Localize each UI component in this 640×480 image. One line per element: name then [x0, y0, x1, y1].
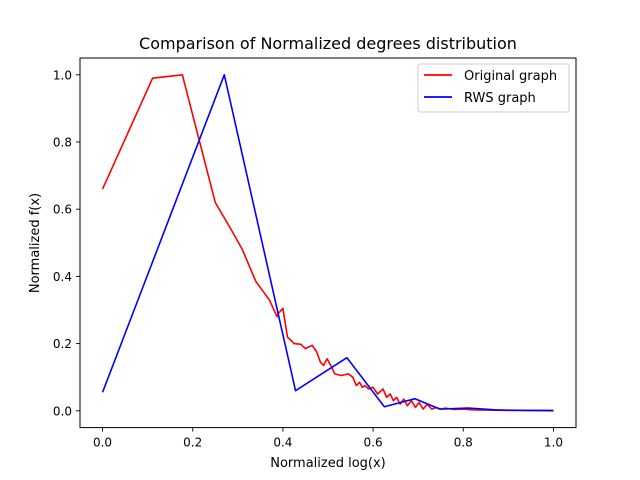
legend-box	[417, 63, 570, 113]
y-axis-label: Normalized f(x)	[28, 193, 43, 293]
y-tick-label: 0.0	[53, 404, 72, 418]
y-tick-label: 0.2	[53, 337, 72, 351]
x-ticks: 0.0 0.2 0.4 0.6 0.8 1.0	[93, 427, 563, 450]
plot-area-frame	[79, 57, 577, 429]
x-tick-label: 0.6	[364, 436, 383, 450]
legend-label-original-graph: Original graph	[464, 69, 557, 84]
x-tick-label: 0.2	[183, 436, 202, 450]
y-tick-label: 0.6	[53, 203, 72, 217]
y-tick-label: 0.8	[53, 136, 72, 150]
legend-label-rws-graph: RWS graph	[464, 91, 536, 106]
y-tick-label: 1.0	[53, 68, 72, 82]
x-tick-label: 0.8	[454, 436, 473, 450]
series-layer	[101, 74, 554, 412]
y-tick-label: 0.4	[53, 270, 72, 284]
x-tick-label: 1.0	[544, 436, 563, 450]
series-line-rws-graph	[101, 74, 554, 412]
x-axis-label: Normalized log(x)	[270, 456, 386, 471]
y-ticks: 0.0 0.2 0.4 0.6 0.8 1.0	[53, 68, 80, 418]
series-line-original-graph	[101, 74, 554, 412]
legend: Original graph RWS graph	[417, 63, 570, 113]
x-tick-label: 0.0	[93, 436, 112, 450]
x-tick-label: 0.4	[273, 436, 292, 450]
chart-title: Comparison of Normalized degrees distrib…	[139, 34, 517, 53]
